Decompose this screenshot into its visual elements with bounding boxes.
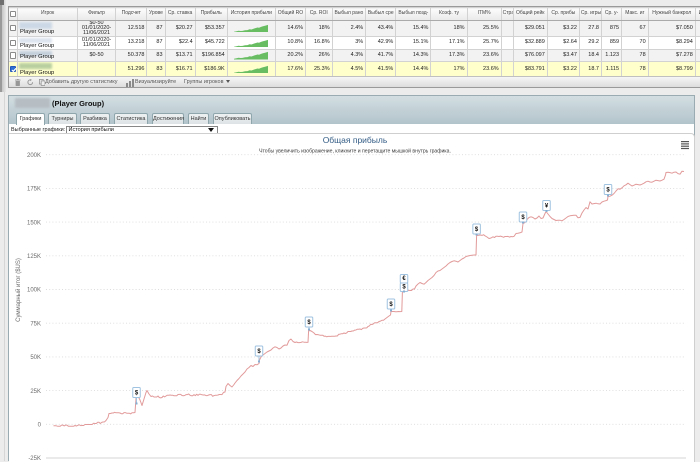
svg-text:$: $ bbox=[402, 285, 406, 291]
svg-text:175K: 175K bbox=[27, 187, 41, 193]
svg-text:¥: ¥ bbox=[545, 204, 549, 210]
svg-text:$: $ bbox=[389, 302, 393, 308]
svg-text:$: $ bbox=[475, 227, 479, 233]
svg-text:75K: 75K bbox=[30, 321, 41, 327]
svg-text:125K: 125K bbox=[27, 254, 41, 260]
svg-text:200K: 200K bbox=[27, 153, 41, 159]
svg-text:0: 0 bbox=[38, 423, 42, 429]
svg-text:25K: 25K bbox=[30, 389, 41, 395]
svg-text:-25K: -25K bbox=[28, 456, 41, 461]
svg-text:$: $ bbox=[135, 391, 139, 397]
svg-text:$: $ bbox=[257, 349, 261, 355]
svg-text:Чтобы увеличить изображение, к: Чтобы увеличить изображение, кликните и … bbox=[259, 148, 451, 155]
svg-text:$: $ bbox=[606, 188, 610, 194]
svg-text:$: $ bbox=[307, 320, 311, 326]
svg-text:€: € bbox=[402, 276, 406, 282]
svg-text:Общая прибыль: Общая прибыль bbox=[323, 135, 388, 145]
svg-text:$: $ bbox=[521, 215, 525, 221]
svg-text:100K: 100K bbox=[27, 288, 41, 294]
svg-text:50K: 50K bbox=[30, 355, 41, 361]
svg-text:Суммарный итог ($US): Суммарный итог ($US) bbox=[15, 258, 22, 322]
svg-text:150K: 150K bbox=[27, 220, 41, 226]
